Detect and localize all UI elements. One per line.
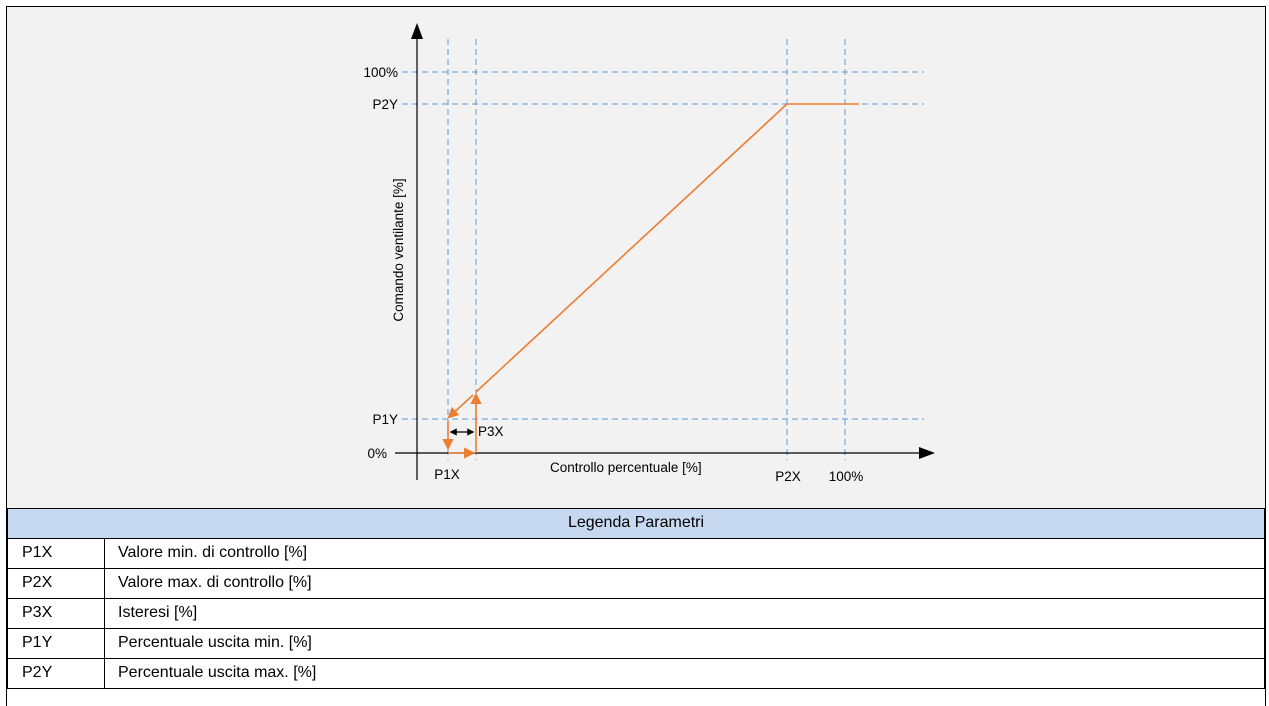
hysteresis-label: P3X xyxy=(478,424,504,439)
legend-row: P2Y Percentuale uscita max. [%] xyxy=(7,657,1265,689)
vertical-guides xyxy=(447,39,846,460)
legend-row: P3X Isteresi [%] xyxy=(7,597,1265,629)
x-tick-p1x: P1X xyxy=(434,467,460,482)
legend-description: Isteresi [%] xyxy=(104,597,1265,629)
horizontal-guides xyxy=(402,71,924,420)
legend-code: P3X xyxy=(7,597,105,629)
legend-code: P2X xyxy=(7,567,105,599)
parameter-legend-table: Legenda Parametri P1X Valore min. di con… xyxy=(7,509,1265,689)
fan-control-diagram: 100% P2Y P1Y 0% P1X P2X 100% P3X Control… xyxy=(363,23,935,484)
curve-ramp xyxy=(475,103,788,393)
legend-header-row: Legenda Parametri xyxy=(7,509,1265,539)
legend-description: Valore max. di controllo [%] xyxy=(104,567,1265,599)
y-tick-0pct: 0% xyxy=(367,446,387,461)
diagram-frame: 100% P2Y P1Y 0% P1X P2X 100% P3X Control… xyxy=(6,6,1266,706)
diagram-area: 100% P2Y P1Y 0% P1X P2X 100% P3X Control… xyxy=(7,7,1265,509)
legend-row: P1Y Percentuale uscita min. [%] xyxy=(7,627,1265,659)
x-tick-p2x: P2X xyxy=(775,469,801,484)
legend-code: P2Y xyxy=(7,657,105,689)
legend-code: P1X xyxy=(7,537,105,569)
legend-code: P1Y xyxy=(7,627,105,659)
legend-title: Legenda Parametri xyxy=(7,509,1265,539)
curve-decreasing-ramp-arrow xyxy=(447,394,474,419)
x-axis-arrow-icon xyxy=(919,447,935,459)
x-tick-100pct: 100% xyxy=(829,469,864,484)
y-tick-p2y: P2Y xyxy=(372,97,398,112)
y-tick-100pct: 100% xyxy=(363,65,398,80)
y-axis-label: Comando ventilante [%] xyxy=(391,178,406,321)
legend-description: Percentuale uscita max. [%] xyxy=(104,657,1265,689)
y-tick-p1y: P1Y xyxy=(372,412,398,427)
legend-description: Percentuale uscita min. [%] xyxy=(104,627,1265,659)
axes xyxy=(395,23,935,480)
legend-row: P1X Valore min. di controllo [%] xyxy=(7,537,1265,569)
control-curve xyxy=(442,103,859,459)
y-axis-arrow-icon xyxy=(411,23,423,39)
legend-description: Valore min. di controllo [%] xyxy=(104,537,1265,569)
legend-row: P2X Valore max. di controllo [%] xyxy=(7,567,1265,599)
x-axis-label: Controllo percentuale [%] xyxy=(550,460,702,475)
